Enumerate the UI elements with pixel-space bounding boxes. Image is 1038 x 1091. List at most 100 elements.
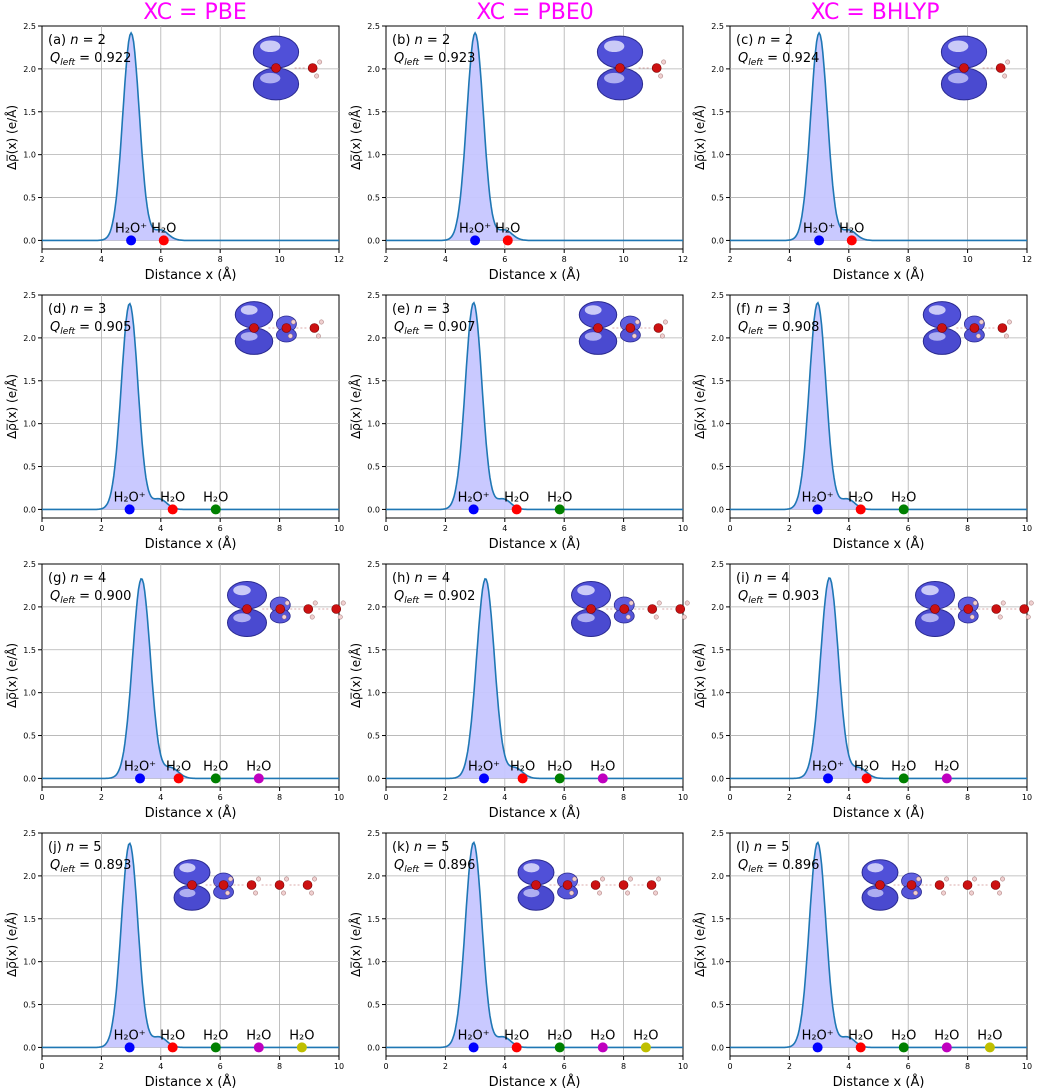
molecule-label: H₂O⁺ (468, 759, 500, 774)
hydrogen-atom (253, 890, 259, 896)
y-tick-label: 2.0 (23, 65, 36, 74)
x-tick-label: 0 (727, 793, 732, 802)
y-tick-label: 0.5 (711, 1001, 724, 1010)
column-title-bhlyp: XC = BHLYP (810, 0, 940, 25)
isosurface-highlight (928, 332, 946, 341)
molecule-inset (252, 35, 323, 101)
x-tick-label: 2 (443, 793, 448, 802)
y-tick-label: 0.5 (23, 463, 36, 472)
isosurface-highlight (577, 613, 595, 623)
hydrogen-atom (314, 73, 320, 79)
panel-i: H₂O⁺ H₂O H₂O H₂O 0 2 4 6 8 10 0.0 0.5 1.0 1.5 2.0 2.5 Di… (692, 560, 1034, 821)
isosurface-highlight (523, 888, 540, 898)
x-tick-label: 2 (99, 793, 104, 802)
molecule-marker (296, 1042, 307, 1053)
oxygen-atom (307, 63, 318, 73)
molecule-label: H₂O (289, 1028, 314, 1043)
panel-annotation: (i) n = 4 (736, 571, 790, 586)
x-tick-label: 6 (158, 255, 163, 264)
column-title-pbe0: XC = PBE0 (476, 0, 594, 25)
y-tick-label: 2.5 (367, 829, 380, 838)
molecule-marker (470, 235, 481, 246)
hydrogen-atom (317, 59, 323, 65)
q-left-annotation: Qleft = 0.896 (738, 858, 819, 875)
hydrogen-atom (572, 876, 577, 882)
hydrogen-atom (658, 73, 664, 79)
x-tick-label: 6 (502, 255, 507, 264)
x-tick-label: 12 (678, 255, 688, 264)
density-curve (42, 302, 339, 511)
molecule-marker (597, 773, 608, 784)
q-left-annotation: Qleft = 0.893 (50, 858, 131, 875)
isosurface-highlight (584, 305, 602, 315)
panel-l: H₂O⁺ H₂O H₂O H₂O H₂O 0 2 4 6 8 10 0.0 0.5 1.0 1.5 2.0 2.… (692, 829, 1032, 1090)
y-tick-label: 2.0 (23, 603, 36, 612)
oxygen-atom (906, 880, 917, 890)
density-curve (386, 301, 683, 511)
y-tick-label: 2.5 (367, 291, 380, 300)
x-tick-label: 8 (621, 793, 626, 802)
molecule-marker (823, 773, 834, 784)
molecule-label: H₂O⁺ (802, 1028, 834, 1043)
hydrogen-atom (337, 614, 343, 620)
y-tick-label: 1.5 (23, 915, 36, 924)
q-left-annotation: Qleft = 0.902 (394, 589, 475, 606)
panel-b: H₂O⁺ H₂O 2 4 6 8 10 12 0.0 0.5 1.0 1.5 2.0 2.5 Distanc… (348, 22, 688, 283)
y-tick-label: 1.0 (367, 689, 380, 698)
density-curve (386, 841, 683, 1049)
x-axis-label: Distance x (Å) (489, 267, 581, 283)
hydrogen-atom (653, 614, 659, 620)
x-tick-label: 0 (383, 793, 388, 802)
y-axis-label: Δρ̅(x) (e/Å) (4, 912, 19, 977)
y-tick-label: 2.5 (711, 829, 724, 838)
y-tick-label: 1.0 (711, 420, 724, 429)
hydrogen-atom (662, 319, 668, 325)
molecule-inset (571, 581, 690, 637)
x-axis-label: Distance x (Å) (833, 536, 925, 552)
isosurface-highlight (233, 613, 251, 623)
x-tick-label: 2 (443, 1062, 448, 1071)
x-tick-label: 2 (787, 1062, 792, 1071)
oxygen-atom (930, 604, 940, 614)
y-tick-label: 2.0 (711, 603, 724, 612)
molecule-marker (468, 1042, 479, 1053)
q-left-annotation: Qleft = 0.923 (394, 51, 475, 68)
panel-annotation: (j) n = 5 (48, 840, 102, 855)
molecule-label: H₂O (510, 759, 535, 774)
oxygen-atom (1019, 604, 1030, 614)
y-axis-label: Δρ̅(x) (e/Å) (692, 643, 707, 708)
molecule-marker (846, 235, 857, 246)
molecule-label: H₂O (203, 759, 228, 774)
molecule-marker (135, 773, 146, 784)
x-tick-label: 10 (334, 793, 344, 802)
y-tick-label: 2.0 (711, 872, 724, 881)
molecule-marker (597, 1042, 608, 1053)
density-curve (730, 576, 1027, 780)
panel-annotation: (g) n = 4 (48, 571, 106, 586)
y-tick-label: 0.0 (711, 236, 724, 245)
x-tick-label: 10 (619, 255, 629, 264)
x-tick-label: 6 (218, 524, 223, 533)
y-tick-label: 1.0 (711, 151, 724, 160)
y-tick-label: 0.0 (367, 1043, 380, 1052)
molecule-label: H₂O (547, 1028, 572, 1043)
x-tick-label: 0 (727, 1062, 732, 1071)
molecule-marker (812, 1042, 823, 1053)
oxygen-atom (218, 880, 229, 890)
hydrogen-atom (597, 890, 602, 896)
x-tick-label: 2 (787, 524, 792, 533)
y-tick-label: 2.0 (367, 603, 380, 612)
density-curve (42, 31, 339, 242)
molecule-label: H₂O (203, 1028, 228, 1043)
hydrogen-atom (628, 600, 634, 606)
oxygen-atom (618, 880, 629, 890)
molecule-label: H₂O⁺ (802, 490, 834, 505)
molecule-marker (554, 773, 565, 784)
molecule-label: H₂O (590, 759, 615, 774)
y-tick-label: 2.5 (23, 291, 36, 300)
molecule-label: H₂O (891, 490, 916, 505)
hydrogen-atom (916, 876, 921, 882)
y-tick-label: 1.5 (711, 646, 724, 655)
x-tick-label: 2 (727, 255, 732, 264)
